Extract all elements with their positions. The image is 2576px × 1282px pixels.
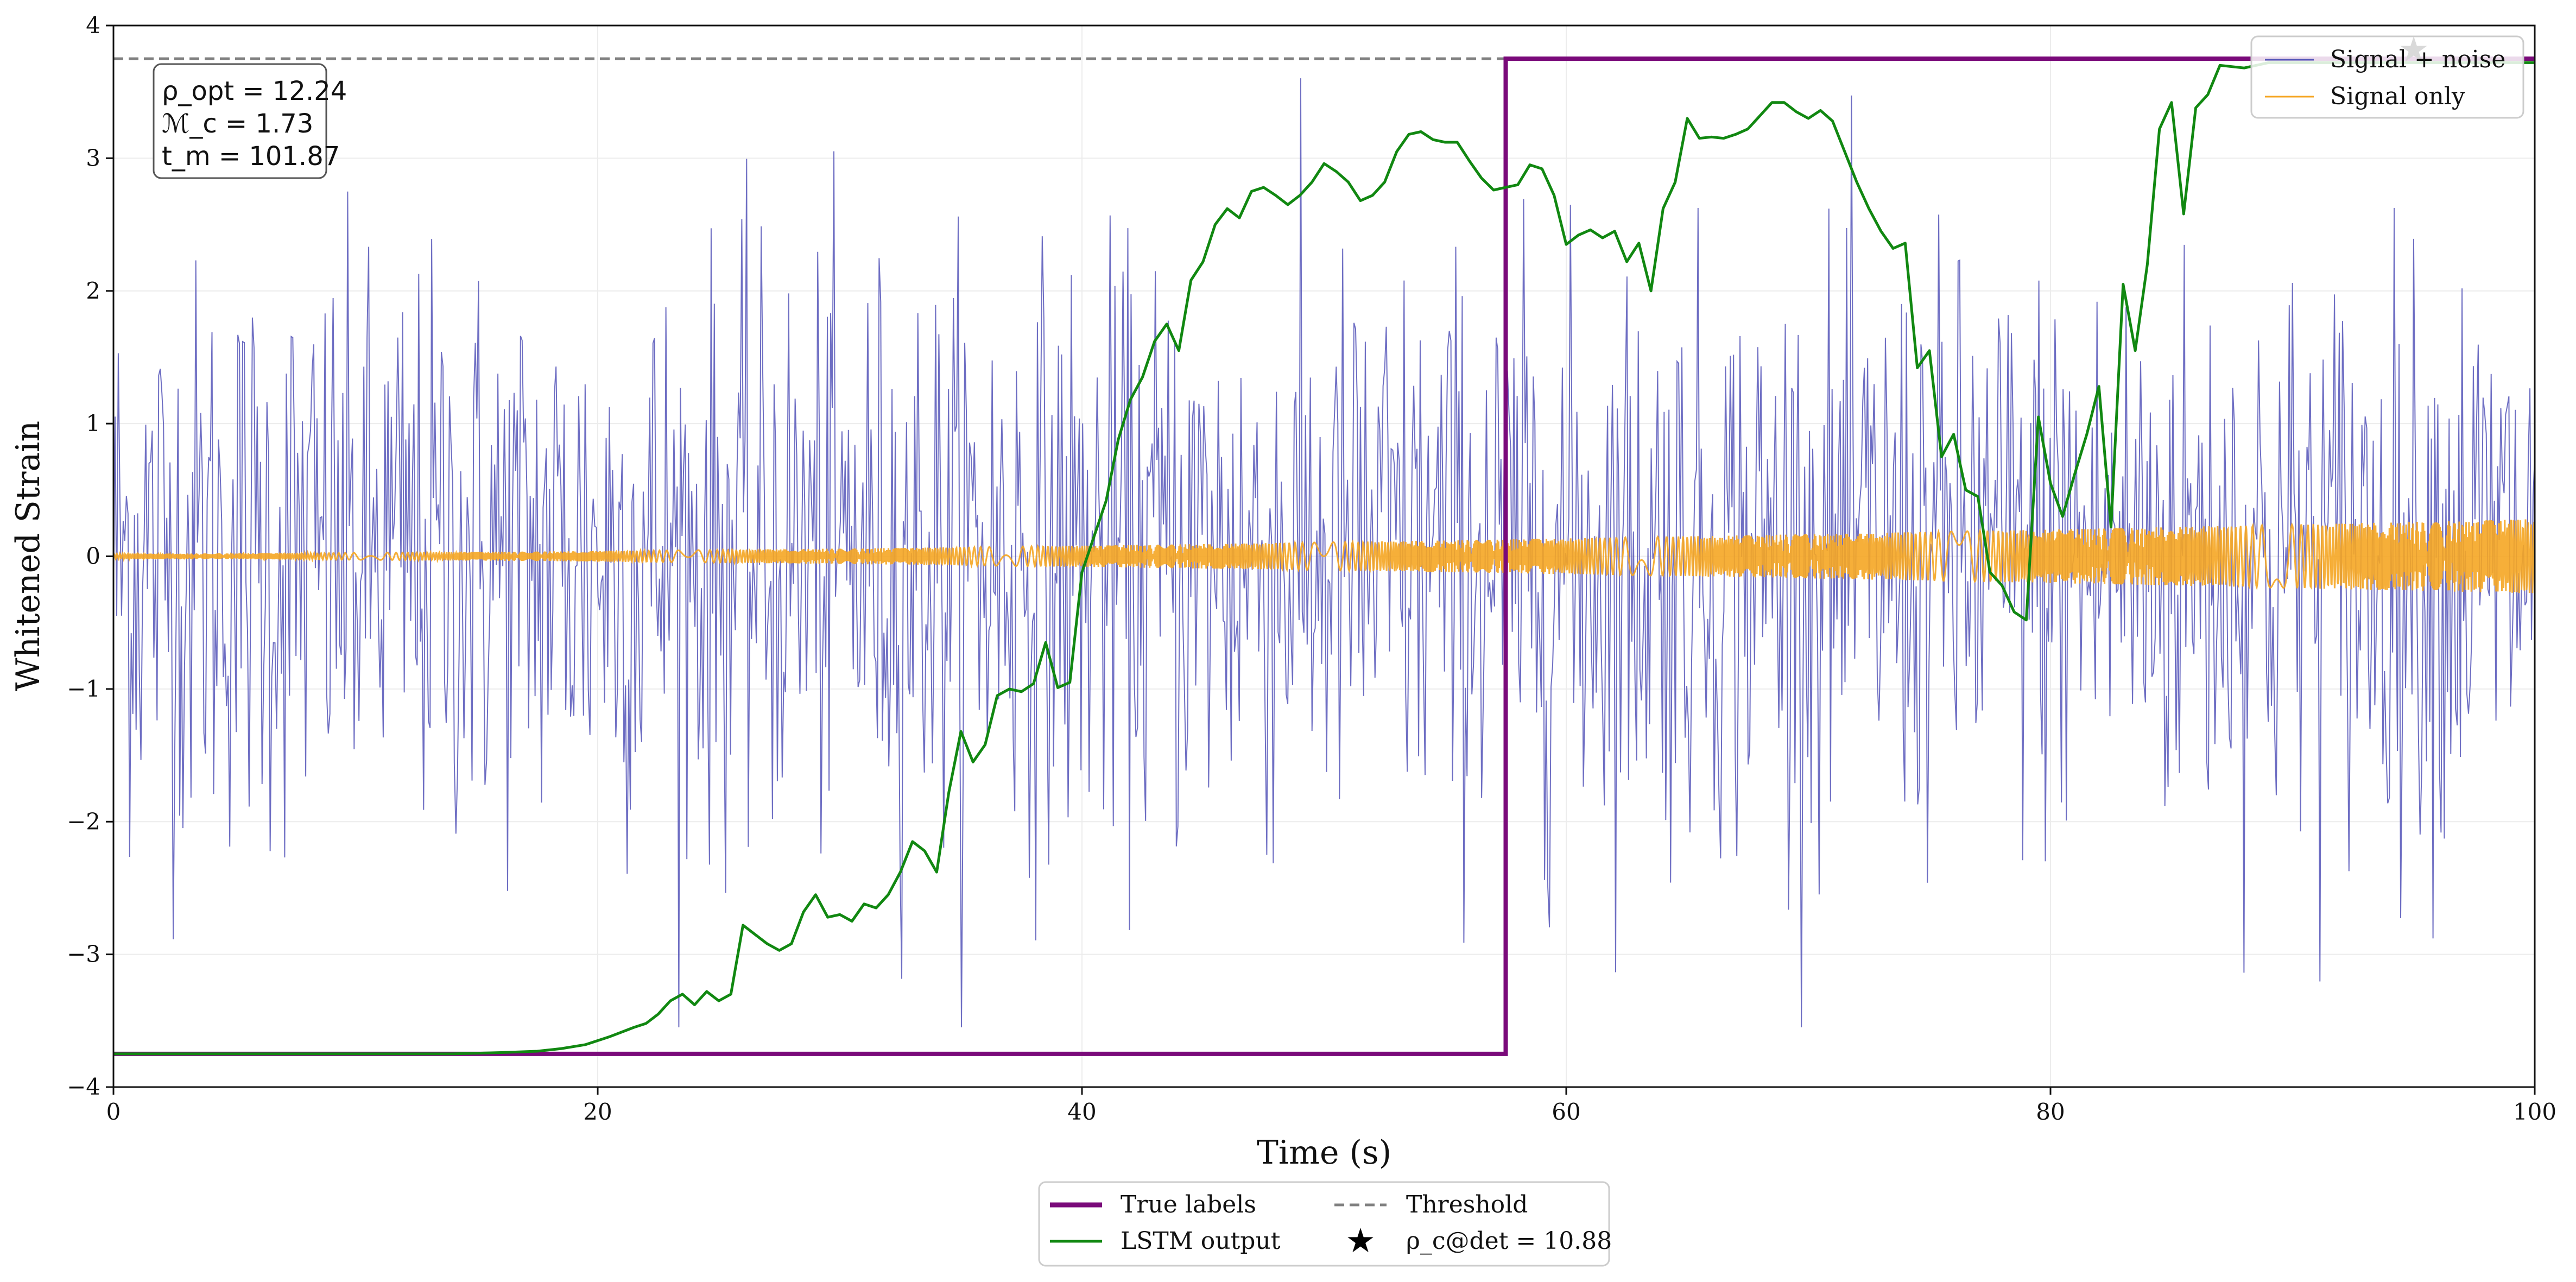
lstm-output-line (113, 61, 2535, 1056)
true-labels-line (113, 56, 2535, 1056)
y-axis-label: Whitened Strain (9, 421, 47, 691)
x-tick-label: 60 (1552, 1098, 1580, 1125)
x-tick-label: 40 (1067, 1098, 1096, 1125)
annotation-rho-opt: ρ_opt = 12.24 (162, 76, 347, 106)
legend-lower: True labels LSTM output Threshold ★ ρ_c@… (1038, 1181, 1612, 1267)
signal-noise-line (113, 78, 2535, 1028)
y-tick-label: −3 (67, 941, 100, 968)
x-axis-label: Time (s) (1257, 1134, 1391, 1172)
signal-noise-series (113, 78, 2535, 1028)
legend-marker-label: ρ_c@det = 10.88 (1406, 1227, 1612, 1255)
legend-true-labels-label: True labels (1121, 1191, 1256, 1218)
x-tick-label: 80 (2036, 1098, 2065, 1125)
y-tick-label: 0 (86, 543, 100, 570)
signal-only-line (113, 519, 2535, 593)
x-tick-label: 100 (2513, 1098, 2556, 1125)
legend-upper-box (2250, 35, 2524, 119)
y-tick-label: −2 (67, 808, 100, 835)
legend-lstm-label: LSTM output (1121, 1227, 1281, 1255)
y-tick-label: 4 (86, 12, 100, 39)
signal-only-series (113, 519, 2535, 593)
x-tick-label: 0 (106, 1098, 121, 1125)
y-tick-label: 1 (86, 410, 100, 437)
axis-ticks: 0 20 40 60 80 100 −4 −3 −2 −1 0 1 2 3 4 (67, 12, 2556, 1125)
annotation-merger-time: t_m = 101.87 (162, 141, 340, 172)
legend-signal-noise-label: Signal + noise (2330, 46, 2505, 73)
parameter-annotation: ρ_opt = 12.24 ℳ_c = 1.73 t_m = 101.87 (153, 63, 347, 179)
annotation-box (153, 63, 327, 179)
legend-lower-box (1038, 1181, 1610, 1267)
legend-marker-star-icon: ★ (1345, 1221, 1376, 1260)
legend-upper: Signal + noise Signal only (2250, 35, 2524, 119)
x-tick-label: 20 (583, 1098, 612, 1125)
y-tick-label: 3 (86, 144, 100, 171)
annotation-chirp-mass: ℳ_c = 1.73 (162, 109, 313, 139)
y-tick-label: 2 (86, 277, 100, 304)
legend-signal-only-label: Signal only (2330, 83, 2465, 110)
legend-threshold-label: Threshold (1406, 1191, 1528, 1218)
y-tick-label: −1 (67, 675, 100, 702)
y-tick-label: −4 (67, 1073, 100, 1100)
